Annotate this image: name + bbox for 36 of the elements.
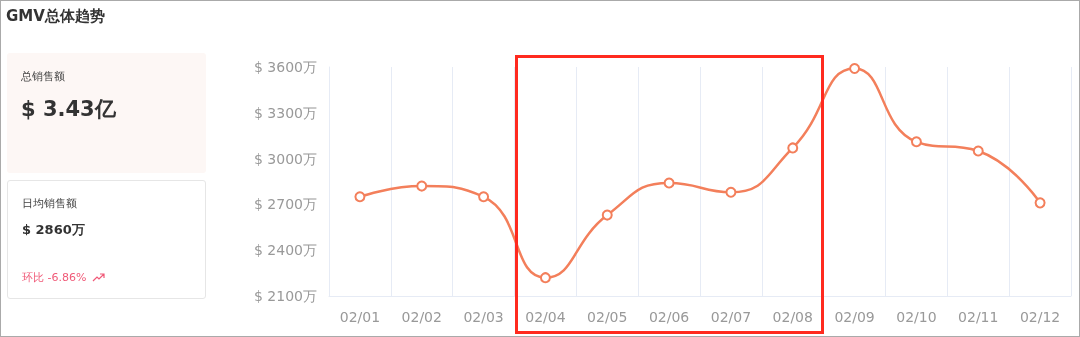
point [601,209,613,221]
text: $ 2860万 [22,221,85,239]
x-tick-label: 02/10 [896,309,937,325]
y-tick-label: $ 3000万 [254,150,317,167]
x-tick-label: 02/08 [772,309,813,325]
x-tick-label: 02/06 [648,309,690,325]
y-tick-label: $ 2700万 [254,196,317,213]
y-tick-label: $ 2400万 [254,242,317,259]
point [787,142,799,154]
x-tick-label: 02/12 [1019,309,1061,325]
text: 日均销售额 [22,196,77,211]
x-tick-label: 02/05 [587,309,628,325]
text: GMV总体趋势 [6,7,105,26]
point [972,145,984,157]
point [416,180,428,192]
x-tick-label: 02/04 [525,309,566,325]
point [539,272,551,284]
x-tick-label: 02/11 [958,309,999,325]
text: 总销售额 [21,69,65,84]
y-tick-label: $ 2100万 [254,288,317,304]
text: $ 3.43亿 [21,96,116,123]
point [910,136,922,148]
point [663,177,675,189]
x-tick-label: 02/03 [463,309,504,325]
y-tick-label: $ 3600万 [254,59,317,75]
y-tick-label: $ 3300万 [254,104,317,121]
x-tick-label: 02/07 [710,309,752,325]
point [354,191,366,203]
text: 环比 -6.86% [22,270,87,285]
point [1034,197,1046,209]
x-tick-label: 02/09 [834,309,875,325]
point [849,63,861,75]
x-tick-label: 02/01 [339,309,381,325]
point [725,186,737,198]
x-tick-label: 02/02 [401,309,442,325]
point [478,191,490,203]
